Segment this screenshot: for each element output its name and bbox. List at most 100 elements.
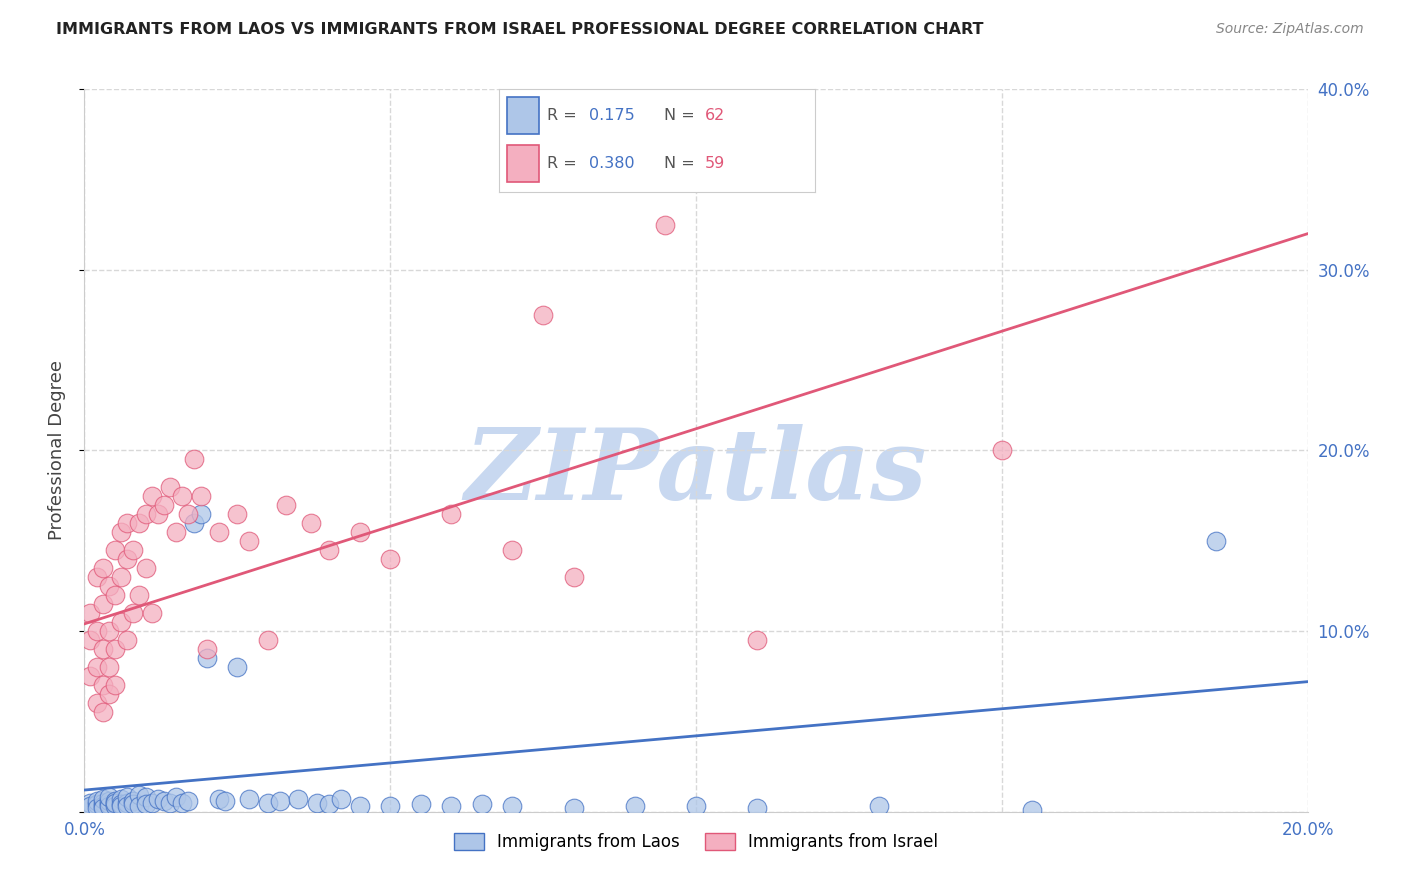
Point	[257, 796, 280, 810]
Point	[747, 633, 769, 648]
Point	[91, 799, 114, 814]
Point	[97, 579, 120, 593]
Text: 0.175: 0.175	[589, 108, 636, 123]
Point	[135, 797, 157, 812]
Point	[104, 794, 127, 808]
Point	[208, 792, 231, 806]
Point	[183, 516, 205, 530]
Point	[104, 796, 127, 810]
Point	[79, 799, 101, 814]
Point	[318, 542, 340, 557]
Point	[115, 799, 138, 814]
Point	[330, 792, 353, 806]
Point	[104, 799, 127, 814]
Point	[991, 443, 1014, 458]
Point	[86, 570, 108, 584]
Point	[79, 669, 101, 683]
Point	[165, 524, 187, 539]
Point	[128, 588, 150, 602]
Point	[104, 542, 127, 557]
Text: R =: R =	[547, 155, 576, 170]
Point	[146, 507, 169, 521]
Point	[97, 660, 120, 674]
Point	[104, 678, 127, 692]
Text: ZIPatlas: ZIPatlas	[465, 424, 927, 520]
Point	[409, 797, 432, 812]
Point	[269, 794, 291, 808]
Point	[183, 452, 205, 467]
Point	[318, 797, 340, 812]
Point	[110, 615, 132, 629]
Point	[91, 706, 114, 720]
Point	[471, 797, 494, 812]
Point	[86, 624, 108, 639]
Text: N =: N =	[664, 155, 695, 170]
Text: N =: N =	[664, 108, 695, 123]
Point	[747, 801, 769, 815]
Point	[177, 794, 200, 808]
Point	[135, 790, 157, 805]
Point	[110, 570, 132, 584]
Point	[91, 597, 114, 611]
Point	[238, 533, 260, 548]
Point	[91, 642, 114, 657]
Point	[153, 794, 176, 808]
Point	[86, 697, 108, 711]
Point	[299, 516, 322, 530]
Point	[349, 524, 371, 539]
Point	[869, 799, 891, 814]
Point	[502, 799, 524, 814]
Point	[110, 792, 132, 806]
Point	[128, 789, 150, 803]
Text: IMMIGRANTS FROM LAOS VS IMMIGRANTS FROM ISRAEL PROFESSIONAL DEGREE CORRELATION C: IMMIGRANTS FROM LAOS VS IMMIGRANTS FROM …	[56, 22, 984, 37]
Point	[91, 792, 114, 806]
Point	[122, 794, 145, 808]
Point	[104, 588, 127, 602]
Point	[91, 796, 114, 810]
Point	[86, 794, 108, 808]
Point	[128, 799, 150, 814]
Point	[128, 516, 150, 530]
Point	[257, 633, 280, 648]
Point	[287, 792, 309, 806]
Point	[276, 498, 298, 512]
Point	[654, 218, 676, 232]
Point	[562, 801, 585, 815]
Point	[97, 799, 120, 814]
Text: 62: 62	[704, 108, 725, 123]
Point	[159, 480, 181, 494]
Text: 59: 59	[704, 155, 725, 170]
Point	[195, 642, 218, 657]
Point	[86, 797, 108, 812]
Text: R =: R =	[547, 108, 576, 123]
Point	[104, 642, 127, 657]
Point	[624, 799, 647, 814]
Point	[97, 794, 120, 808]
Point	[97, 624, 120, 639]
Point	[79, 796, 101, 810]
Point	[190, 489, 212, 503]
Point	[380, 551, 402, 566]
Point	[195, 651, 218, 665]
Point	[238, 792, 260, 806]
Point	[115, 796, 138, 810]
Point	[115, 633, 138, 648]
Point	[685, 799, 707, 814]
Point	[104, 797, 127, 812]
Point	[165, 790, 187, 805]
Point	[214, 794, 236, 808]
Point	[172, 489, 194, 503]
Point	[110, 799, 132, 814]
Point	[440, 507, 463, 521]
Bar	[508, 97, 538, 135]
Point	[115, 551, 138, 566]
Point	[115, 516, 138, 530]
Point	[141, 796, 163, 810]
Point	[141, 606, 163, 620]
Point	[172, 796, 194, 810]
Point	[91, 801, 114, 815]
Point	[122, 606, 145, 620]
Point	[91, 678, 114, 692]
Point	[440, 799, 463, 814]
Point	[226, 507, 249, 521]
